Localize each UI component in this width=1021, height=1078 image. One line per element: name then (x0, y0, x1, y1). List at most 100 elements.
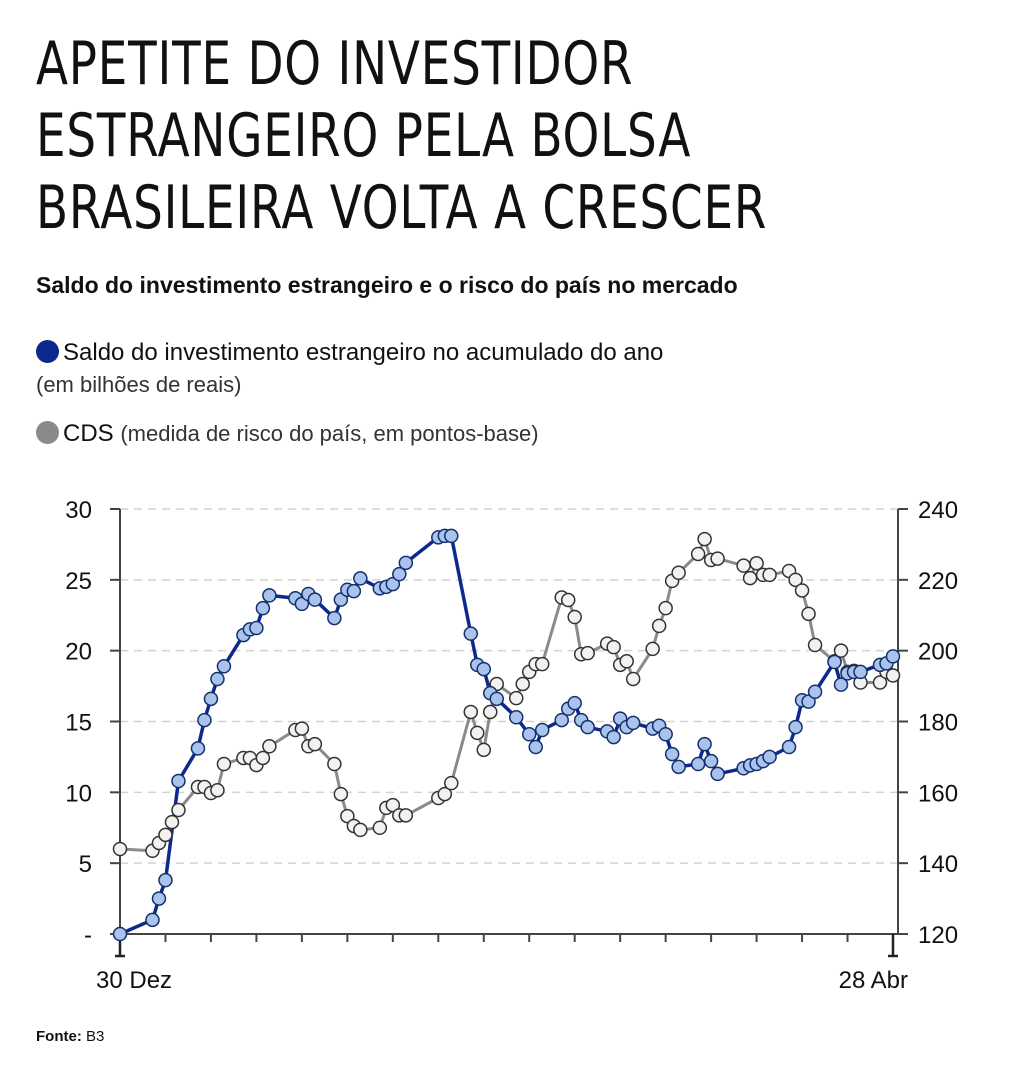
title-line-1: APETITE DO INVESTIDOR (36, 29, 634, 99)
cds-data-point (833, 643, 849, 658)
right-axis-tick-label: 200 (918, 639, 958, 666)
saldo-data-point (190, 741, 206, 756)
cds-data-point (671, 565, 686, 580)
saldo-data-point (210, 671, 225, 687)
cds-data-point (580, 645, 595, 661)
cds-data-point (164, 814, 180, 830)
cds-data-point (690, 546, 706, 562)
saldo-data-point (508, 710, 524, 725)
cds-data-point (742, 570, 758, 586)
saldo-data-point (392, 566, 407, 582)
x-axis-tick-label: 28 Abr (839, 967, 908, 994)
saldo-data-point (307, 592, 323, 607)
saldo-data-point (203, 691, 219, 707)
cds-data-point (483, 704, 498, 720)
cds-data-point (262, 739, 277, 754)
saldo-series-line (119, 534, 895, 936)
saldo-data-point (385, 576, 401, 592)
left-axis-tick-label: 25 (65, 568, 92, 595)
right-axis-tick-label: 160 (918, 780, 958, 807)
legend-saldo-label: Saldo do investimento estrangeiro no acu… (63, 339, 664, 366)
saldo-data-point (327, 610, 342, 626)
cds-data-point (470, 725, 485, 741)
cds-data-point (372, 820, 388, 835)
saldo-data-point (463, 626, 479, 641)
saldo-data-point (781, 739, 797, 755)
left-axis-tick-label: 15 (65, 710, 92, 737)
cds-data-point (606, 639, 621, 655)
saldo-data-point (353, 571, 368, 586)
legend-saldo-unit: (em bilhões de reais) (36, 372, 242, 397)
page-title: APETITE DO INVESTIDOR ESTRANGEIRO PELA B… (36, 28, 972, 244)
saldo-data-point (255, 600, 271, 616)
source-label: Fonte: (36, 1028, 82, 1045)
saldo-data-point (528, 739, 543, 755)
cds-data-point (807, 637, 823, 653)
left-axis-tick-label: 30 (65, 497, 92, 524)
saldo-data-point (262, 588, 277, 603)
cds-data-point (476, 742, 492, 758)
saldo-data-point (788, 719, 803, 735)
cds-data-point (885, 668, 901, 683)
cds-data-point (327, 756, 342, 772)
saldo-data-point (658, 727, 673, 742)
cds-data-point (307, 736, 323, 752)
saldo-data-point (853, 664, 868, 680)
blue-dot-icon (36, 340, 59, 363)
saldo-data-point (567, 695, 582, 711)
saldo-data-point (476, 661, 492, 677)
saldo-data-point (158, 872, 173, 888)
cds-data-point (112, 841, 128, 857)
cds-data-point (333, 786, 349, 802)
left-axis-tick-label: 20 (65, 639, 92, 666)
cds-data-point (872, 675, 888, 690)
cds-data-point (255, 750, 271, 766)
cds-data-point (508, 690, 524, 706)
saldo-data-point (333, 592, 349, 607)
saldo-data-point (710, 766, 725, 782)
cds-data-point (294, 721, 310, 736)
cds-data-point (788, 572, 803, 588)
legend-item-saldo: Saldo do investimento estrangeiro no acu… (36, 339, 663, 367)
saldo-data-point (554, 712, 569, 728)
cds-data-point (353, 822, 368, 838)
cds-data-point (801, 606, 816, 622)
cds-data-point (749, 555, 764, 571)
x-axis-tick-label: 30 Dez (96, 967, 172, 994)
saldo-data-point (534, 722, 550, 738)
cds-data-point (463, 704, 479, 720)
cds-data-point (398, 808, 414, 823)
saldo-data-point (885, 649, 901, 664)
cds-data-point (710, 551, 725, 566)
left-axis-tick-label: - (84, 922, 92, 949)
left-axis-tick-label: 5 (79, 851, 92, 878)
saldo-data-point (197, 712, 212, 728)
saldo-data-point (580, 719, 595, 735)
saldo-data-point (606, 729, 621, 745)
cds-data-point (210, 782, 225, 798)
saldo-data-point (801, 694, 816, 709)
saldo-data-point (216, 659, 232, 674)
saldo-data-point (671, 759, 686, 775)
saldo-data-point (807, 684, 823, 699)
saldo-data-point (833, 677, 849, 692)
left-axis-tick-label: 10 (65, 780, 92, 807)
source-note: Fonte: B3 (36, 1028, 104, 1045)
title-line-2: ESTRANGEIRO PELA BOLSA (36, 101, 692, 171)
cds-data-point (658, 600, 673, 616)
title-line-3: BRASILEIRA VOLTA A CRESCER (36, 173, 768, 243)
legend-cds-desc: (medida de risco do país, em pontos-base… (120, 421, 539, 446)
cds-data-point (437, 786, 453, 802)
cds-data-point (171, 802, 186, 818)
right-axis-tick-label: 240 (918, 497, 958, 524)
saldo-data-point (664, 746, 680, 762)
cds-data-point (567, 609, 582, 625)
cds-data-point (340, 808, 355, 824)
cds-data-point (645, 641, 660, 657)
saldo-data-point (444, 528, 459, 544)
cds-data-point (515, 676, 530, 692)
saldo-data-point (346, 583, 362, 599)
source-value: B3 (86, 1028, 105, 1045)
saldo-data-point (697, 736, 712, 752)
